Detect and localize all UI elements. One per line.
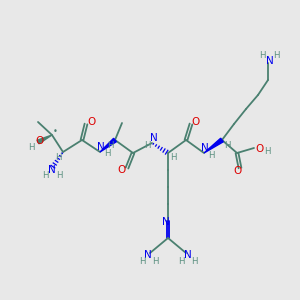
Polygon shape <box>37 135 52 144</box>
Text: N: N <box>162 217 170 227</box>
Text: H: H <box>42 172 48 181</box>
Text: H: H <box>55 152 61 161</box>
Text: N: N <box>201 143 209 153</box>
Text: H: H <box>273 50 279 59</box>
Text: N: N <box>97 142 105 152</box>
Text: H: H <box>224 140 230 149</box>
Text: N: N <box>144 250 152 260</box>
Text: H: H <box>144 142 150 151</box>
Text: O: O <box>35 136 43 146</box>
Text: H: H <box>170 154 176 163</box>
Polygon shape <box>204 138 223 153</box>
Text: H: H <box>152 256 158 266</box>
Text: O: O <box>233 166 241 176</box>
Text: N: N <box>48 165 56 175</box>
Text: N: N <box>150 133 158 143</box>
Text: O: O <box>192 117 200 127</box>
Text: H: H <box>178 256 184 266</box>
Text: H: H <box>104 149 110 158</box>
Text: H: H <box>56 172 62 181</box>
Text: O: O <box>255 144 263 154</box>
Text: H: H <box>208 151 214 160</box>
Text: •: • <box>52 127 57 136</box>
Text: H: H <box>259 50 265 59</box>
Text: H: H <box>139 256 145 266</box>
Polygon shape <box>100 138 116 152</box>
Text: N: N <box>266 56 274 66</box>
Text: H: H <box>191 256 197 266</box>
Text: H: H <box>264 148 270 157</box>
Text: O: O <box>87 117 95 127</box>
Text: H: H <box>28 142 34 152</box>
Text: N: N <box>184 250 192 260</box>
Text: O: O <box>118 165 126 175</box>
Text: H: H <box>107 142 113 151</box>
